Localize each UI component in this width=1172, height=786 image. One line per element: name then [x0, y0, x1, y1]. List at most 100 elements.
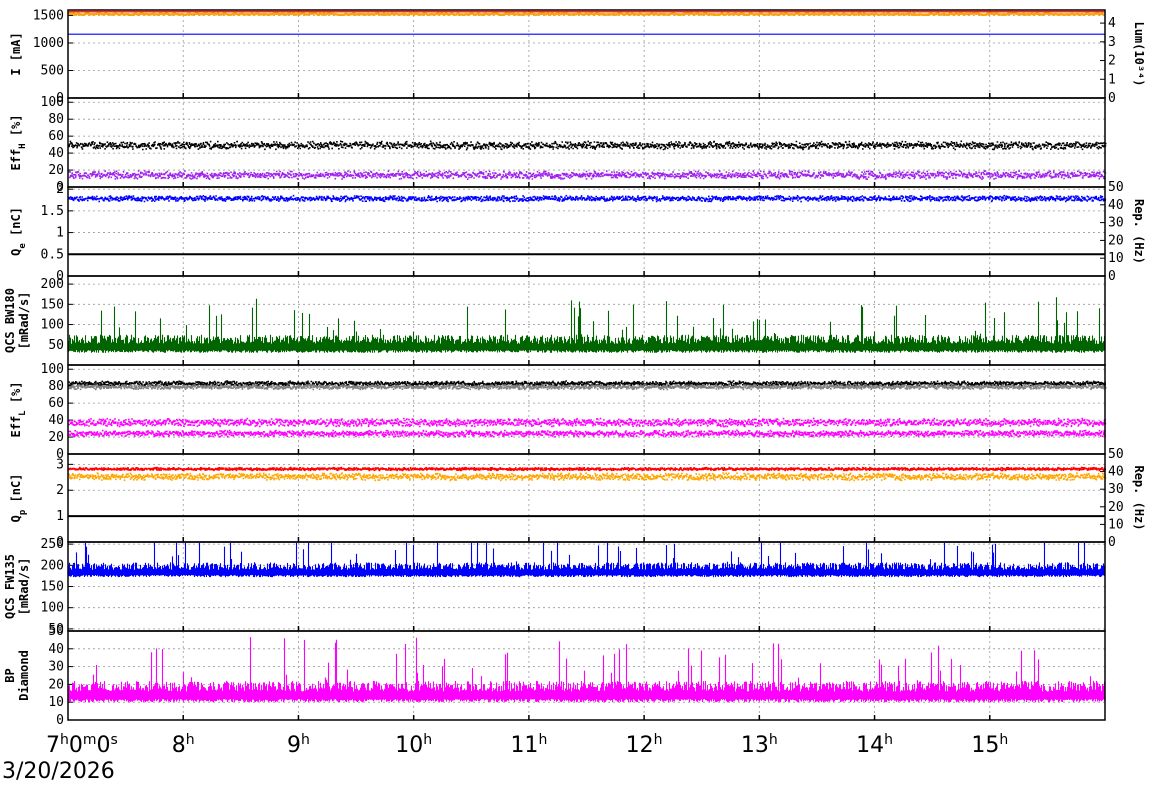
y-tick-label: 3: [56, 457, 64, 472]
x-tick-label: 10h: [395, 732, 432, 758]
y-axis-label: BP: [3, 668, 17, 682]
panel-bp: 0 10 20 30 40 50 BP Diamond: [3, 624, 1106, 728]
y-axis-label: QCS BW180: [3, 288, 17, 353]
series-spikes: [67, 637, 1106, 703]
panel-effh: 0 20 40 60 80 100 EffH [%]: [9, 95, 1107, 195]
series-points: [68, 194, 1107, 203]
series-effh-1: [68, 170, 1107, 180]
y-tick-label: 1.5: [41, 204, 64, 219]
y-tick-label: 100: [41, 95, 64, 110]
x-axis: 7h0m0s 8h 9h 10h 11h 12h 13h 14h 15h 3/20/2026: [2, 732, 1008, 784]
panel-current: 0 500 1000 1500 0 1 2 3 4 Lum(10³⁴) I [mA]: [9, 9, 1146, 107]
right-tick-label: 50: [1108, 180, 1124, 195]
series-qp-0: [68, 472, 1107, 482]
right-tick-label: 50: [1108, 447, 1124, 462]
x-tick-label: 12h: [626, 732, 663, 758]
date-label: 3/20/2026: [2, 759, 115, 782]
y-tick-label: 200: [41, 558, 64, 573]
series-effh-0: [68, 140, 1107, 151]
y-axis-label-line2: Diamond: [17, 650, 31, 701]
y-tick-label: 1: [56, 509, 64, 524]
x-tick-label: 8h: [172, 732, 195, 758]
series-effl-1: [68, 383, 1107, 391]
y-tick-label: 60: [48, 129, 64, 144]
right-tick-label: 3: [1108, 35, 1116, 50]
series-bw180-0: [67, 297, 1106, 353]
y-tick-label: 0: [56, 180, 64, 195]
y-tick-label: 0.5: [41, 247, 64, 262]
y-tick-label: 100: [41, 601, 64, 616]
series-bp-0: [67, 637, 1106, 703]
y-tick-label: 80: [48, 379, 64, 394]
series-band: [67, 11, 1105, 17]
series-spikes: [67, 543, 1106, 578]
series-points: [68, 429, 1106, 438]
right-tick-label: 4: [1108, 16, 1116, 31]
right-tick-label: 40: [1108, 465, 1124, 480]
right-tick-label: 30: [1108, 216, 1124, 231]
y-tick-label: 20: [48, 430, 64, 445]
y-axis-label: QCS FW135: [3, 554, 17, 619]
y-axis-label: EffH [%]: [9, 114, 28, 170]
y-axis-label: EffL [%]: [9, 381, 28, 437]
y-tick-label: 0: [56, 713, 64, 728]
y-tick-label: 1500: [33, 9, 64, 24]
y-tick-label: 60: [48, 396, 64, 411]
right-tick-label: 0: [1108, 535, 1116, 550]
y-tick-label: 2: [56, 182, 64, 197]
y-tick-label: 40: [48, 642, 64, 657]
y-tick-label: 150: [41, 580, 64, 595]
right-axis-label: Rep. (Hz): [1132, 199, 1146, 264]
y-tick-label: 30: [48, 660, 64, 675]
x-tick-label: 9h: [287, 732, 310, 758]
y-tick-label: 20: [48, 677, 64, 692]
series-qp-1: [68, 466, 1106, 472]
series-spikes: [67, 297, 1106, 353]
right-tick-label: 30: [1108, 482, 1124, 497]
y-tick-label: 20: [48, 163, 64, 178]
y-tick-label: 1: [56, 226, 64, 241]
y-tick-label: 1000: [33, 36, 64, 51]
y-tick-label: 50: [48, 338, 64, 353]
series-points: [68, 466, 1106, 472]
series-points: [68, 170, 1107, 180]
y-axis-label-line2: [mRad/s]: [17, 292, 31, 350]
right-tick-label: 20: [1108, 233, 1124, 248]
y-axis-label-line2: [mRad/s]: [17, 558, 31, 616]
panel-fw135: 50 100 150 200 250 QCS FW135 [mRad/s]: [3, 537, 1106, 637]
y-tick-label: 50: [48, 624, 64, 639]
right-tick-label: 20: [1108, 500, 1124, 515]
series-effl-3: [68, 429, 1106, 438]
y-tick-label: 40: [48, 413, 64, 428]
y-tick-label: 200: [41, 277, 64, 292]
y-tick-label: 0: [56, 269, 64, 284]
y-axis-label: Qp [nC]: [9, 474, 28, 523]
right-tick-label: 40: [1108, 198, 1124, 213]
right-tick-label: 2: [1108, 54, 1116, 69]
series-current-0: [67, 11, 1105, 17]
panel-frame: [67, 630, 1106, 721]
series-points: [68, 383, 1107, 391]
panel-frame: [67, 364, 1106, 455]
y-tick-label: 50: [48, 622, 64, 637]
panel-frame: [67, 9, 1106, 99]
x-tick-label: 15h: [971, 732, 1008, 758]
series-points: [68, 417, 1107, 428]
series-points: [68, 472, 1107, 482]
right-axis-label: Lum(10³⁴): [1132, 21, 1146, 86]
x-tick-label: 14h: [856, 732, 893, 758]
right-axis-label: Rep. (Hz): [1132, 465, 1146, 530]
x-tick-label: 7h0m0s: [46, 732, 118, 758]
series-qe-0: [68, 194, 1107, 203]
panel-bw180: 50 100 150 200 QCS BW180 [mRad/s]: [3, 275, 1106, 366]
right-tick-label: 1: [1108, 72, 1116, 87]
y-axis-label: Qe [nC]: [9, 207, 28, 256]
panel-effl: 0 20 40 60 80 100 EffL [%]: [9, 362, 1107, 462]
y-tick-label: 80: [48, 112, 64, 127]
y-tick-label: 150: [41, 297, 64, 312]
y-tick-label: 0: [56, 91, 64, 106]
